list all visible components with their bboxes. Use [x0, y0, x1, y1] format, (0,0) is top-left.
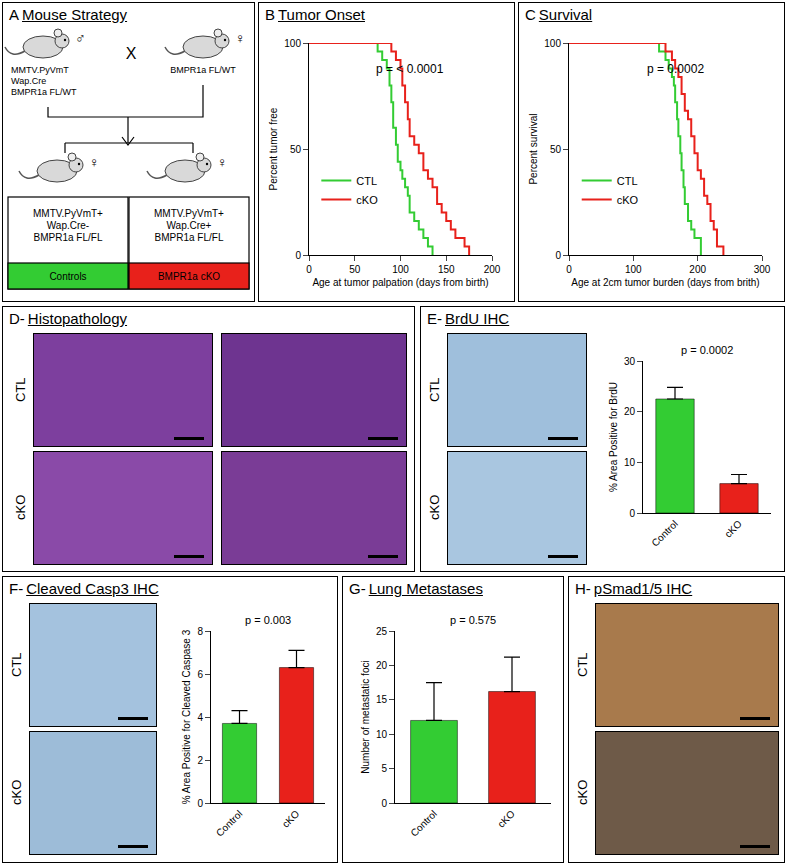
html-text:F- Cleaved Casp3 IHC: F- Cleaved Casp3 IHC	[9, 580, 159, 597]
html-text:CTL: CTL	[427, 377, 442, 402]
svg-text:p = 0.0002: p = 0.0002	[647, 62, 704, 76]
svg-text:Number of metastatic foci: Number of metastatic foci	[360, 660, 371, 773]
svg-text:0: 0	[295, 250, 301, 261]
svg-text:50: 50	[550, 144, 562, 155]
svg-text:Control: Control	[649, 518, 680, 549]
svg-text:15: 15	[376, 694, 388, 705]
svg-text:cKO: cKO	[617, 194, 639, 206]
svg-text:100: 100	[625, 264, 642, 275]
svg-text:25: 25	[376, 626, 388, 637]
svg-text:200: 200	[689, 264, 706, 275]
svg-text:10: 10	[376, 729, 388, 740]
html-text:H- pSmad1/5 IHC: H- pSmad1/5 IHC	[575, 580, 693, 597]
svg-text:CTL: CTL	[617, 175, 638, 187]
svg-text:Controls: Controls	[49, 271, 86, 282]
svg-text:10: 10	[624, 457, 636, 468]
svg-text:% Area Positive for Cleaved Ca: % Area Positive for Cleaved Caspase 3	[181, 629, 192, 804]
svg-text:0: 0	[306, 264, 312, 275]
html-text:cKO: cKO	[575, 779, 590, 805]
svg-text:Control: Control	[214, 808, 245, 839]
svg-text:8: 8	[197, 626, 203, 637]
svg-text:CTL: CTL	[356, 175, 377, 187]
svg-text:p = 0.575: p = 0.575	[450, 614, 496, 626]
svg-text:300: 300	[754, 264, 771, 275]
svg-text:cKO: cKO	[495, 808, 517, 830]
svg-text:150: 150	[438, 264, 455, 275]
svg-text:Wap.Cre: Wap.Cre	[11, 76, 46, 86]
svg-text:0: 0	[197, 798, 203, 809]
svg-text:Control: Control	[408, 808, 439, 839]
svg-text:X: X	[126, 45, 137, 62]
svg-text:0: 0	[629, 508, 635, 519]
svg-text:Wap.Cre+: Wap.Cre+	[167, 220, 212, 231]
svg-text:MMTV.PyVmT: MMTV.PyVmT	[11, 65, 69, 75]
svg-text:♀: ♀	[89, 154, 100, 170]
svg-text:100: 100	[284, 38, 301, 49]
svg-text:BMPR1a FL/FL: BMPR1a FL/FL	[155, 232, 224, 243]
svg-text:30: 30	[624, 356, 636, 367]
html-text:CTL: CTL	[9, 652, 24, 677]
svg-text:0: 0	[555, 250, 561, 261]
svg-text:2: 2	[197, 755, 203, 766]
svg-text:♂: ♂	[75, 30, 86, 46]
svg-text:20: 20	[376, 660, 388, 671]
svg-text:Age at 2cm tumor burden (days: Age at 2cm tumor burden (days from brith…	[571, 277, 759, 288]
svg-text:BMPR1a FL/FL: BMPR1a FL/FL	[34, 232, 103, 243]
svg-text:MMTV.PyVmT+: MMTV.PyVmT+	[154, 208, 224, 219]
svg-text:5: 5	[381, 763, 387, 774]
html-text:E- BrdU IHC: E- BrdU IHC	[427, 310, 510, 327]
svg-text:20: 20	[624, 406, 636, 417]
svg-text:4: 4	[197, 712, 203, 723]
svg-text:cKO: cKO	[722, 518, 744, 540]
svg-text:6: 6	[197, 669, 203, 680]
svg-text:cKO: cKO	[356, 194, 378, 206]
svg-text:cKO: cKO	[280, 808, 302, 830]
html-text:B Tumor Onset: B Tumor Onset	[265, 6, 365, 23]
svg-text:200: 200	[484, 264, 501, 275]
svg-text:Age at tumor palpation (days f: Age at tumor palpation (days from birth)	[312, 277, 488, 288]
html-text:cKO: cKO	[13, 494, 28, 520]
svg-text:p = < 0.0001: p = < 0.0001	[376, 62, 444, 76]
html-text:cKO: cKO	[9, 779, 24, 805]
html-text:A Mouse Strategy: A Mouse Strategy	[9, 6, 128, 23]
svg-text:♀: ♀	[217, 154, 228, 170]
svg-text:♀: ♀	[235, 30, 246, 46]
html-text:D- Histopathology: D- Histopathology	[9, 310, 128, 327]
html-text:CTL: CTL	[13, 377, 28, 402]
svg-text:0: 0	[381, 798, 387, 809]
svg-text:MMTV.PyVmT+: MMTV.PyVmT+	[33, 208, 103, 219]
svg-text:p = 0.003: p = 0.003	[245, 614, 291, 626]
svg-text:p = 0.0002: p = 0.0002	[681, 344, 733, 356]
svg-text:Percent survival: Percent survival	[528, 113, 539, 184]
html-text:CTL: CTL	[575, 652, 590, 677]
html-text:G- Lung Metastases: G- Lung Metastases	[349, 580, 483, 597]
html-text:cKO: cKO	[427, 494, 442, 520]
svg-text:BMPR1a FL/WT: BMPR1a FL/WT	[170, 65, 236, 75]
html-text:C Survival: C Survival	[525, 6, 593, 23]
svg-text:50: 50	[349, 264, 361, 275]
svg-text:50: 50	[290, 144, 302, 155]
svg-text:0: 0	[566, 264, 572, 275]
svg-text:BMPR1a cKO: BMPR1a cKO	[158, 271, 220, 282]
svg-text:100: 100	[544, 38, 561, 49]
svg-text:100: 100	[392, 264, 409, 275]
svg-text:% Area Positive for BrdU: % Area Positive for BrdU	[608, 382, 619, 492]
svg-text:Wap.Cre-: Wap.Cre-	[47, 220, 89, 231]
svg-text:BMPR1a FL/WT: BMPR1a FL/WT	[11, 87, 77, 97]
svg-text:Percent tumor free: Percent tumor free	[268, 107, 279, 190]
